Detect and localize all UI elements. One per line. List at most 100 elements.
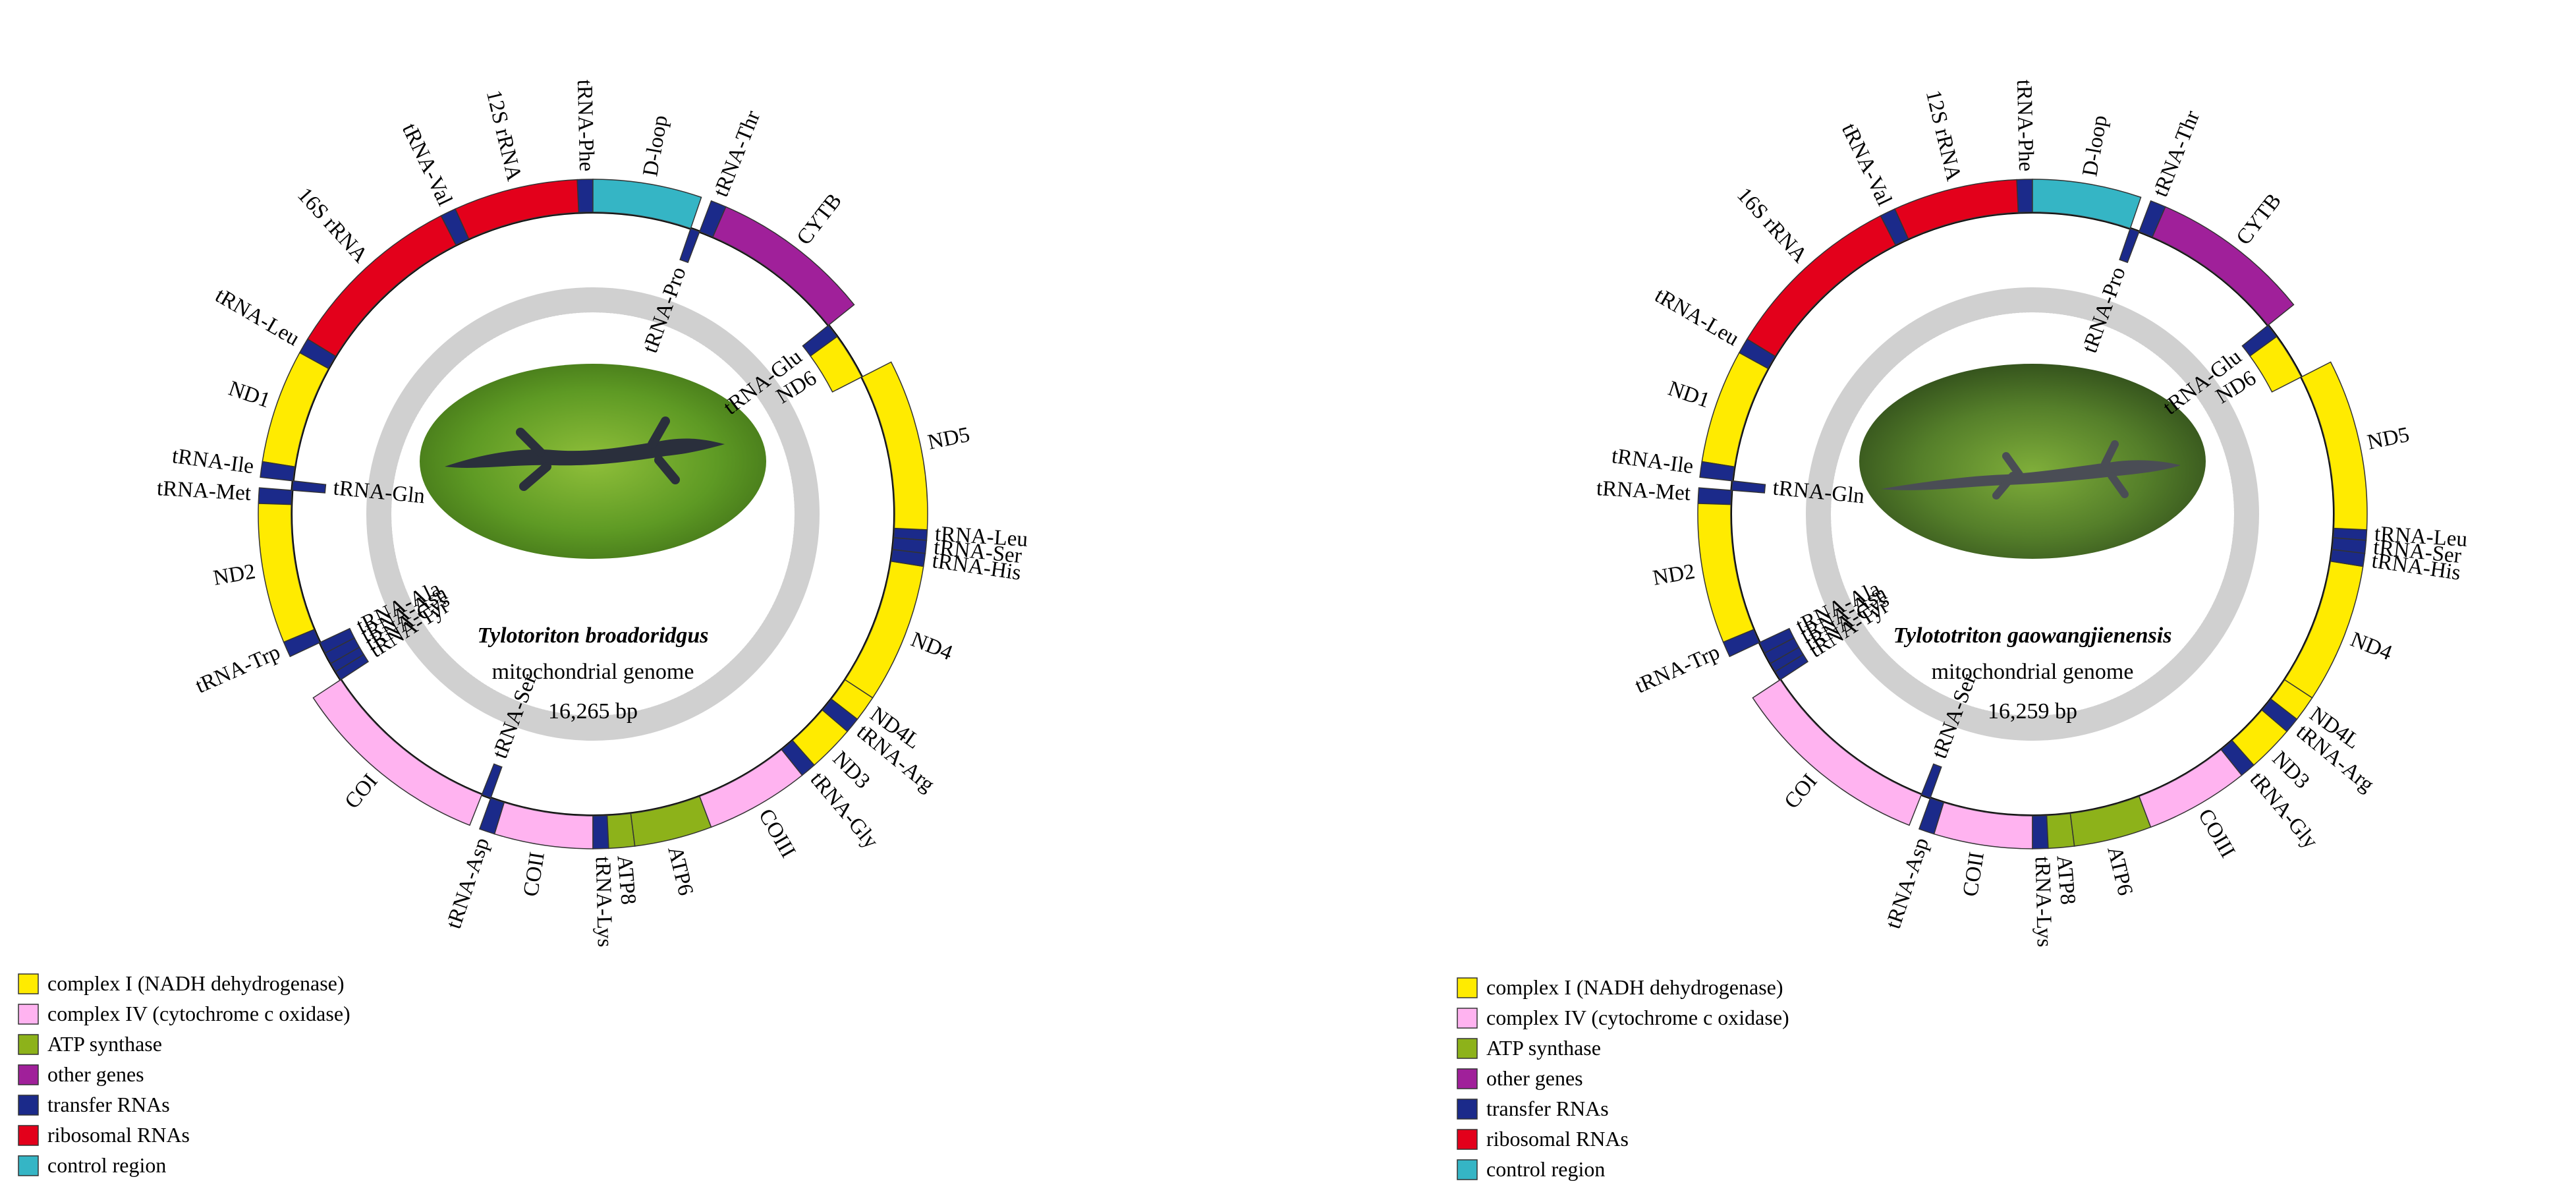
species-name: Tylotoriton broadoridgus xyxy=(477,623,708,648)
genome-size: 16,265 bp xyxy=(548,699,638,724)
gene-label-nd2: ND2 xyxy=(211,559,257,590)
gene-coii xyxy=(495,803,593,849)
gene-label-nd2: ND2 xyxy=(1651,559,1696,590)
legend-right: complex I (NADH dehydrogenase) complex IV… xyxy=(1457,975,1789,1181)
gene-label-16s-rrna: 16S rRNA xyxy=(293,183,372,268)
gene-label-trna-val: tRNA-Val xyxy=(397,120,457,210)
gene-nd4 xyxy=(845,561,924,698)
gene-label-atp8: ATP8 xyxy=(612,854,640,905)
gene-label-trna-leu: tRNA-Leu xyxy=(211,283,303,351)
genome-map-gaowangjienensis: Tylototriton gaowangjienensis mitochondr… xyxy=(1596,79,2468,947)
gene-trna-phe xyxy=(2017,179,2032,213)
gene-nd4 xyxy=(2285,561,2363,698)
gene-coiii xyxy=(700,749,802,827)
legend-swatch-control xyxy=(1457,1160,1477,1180)
gene-trna-gln xyxy=(1731,481,1765,493)
legend-label: complex IV (cytochrome c oxidase) xyxy=(1486,1006,1789,1029)
gene-label-coii: COII xyxy=(1959,850,1989,898)
gene-label-coiii: COIII xyxy=(2193,805,2239,862)
gene-label-d-loop: D-loop xyxy=(638,113,673,178)
gene-label-nd5: ND5 xyxy=(2365,423,2411,455)
gene-coiii xyxy=(2139,749,2242,827)
legend-swatch-atp xyxy=(18,1035,38,1054)
gene-cytb xyxy=(713,207,854,326)
gene-label-trna-gln: tRNA-Gln xyxy=(1772,476,1865,508)
gene-label-trna-asp: tRNA-Asp xyxy=(1882,835,1934,932)
gene-12s-rrna xyxy=(455,180,578,239)
gene-label-atp6: ATP6 xyxy=(2102,844,2137,898)
gene-label-trna-gln: tRNA-Gln xyxy=(332,476,426,508)
gene-label-nd1: ND1 xyxy=(225,376,273,413)
gene-label-cytb: CYTB xyxy=(2232,189,2286,250)
legend-swatch-complex-iv xyxy=(18,1004,38,1024)
gene-trna-lys xyxy=(593,815,609,849)
gene-label-nd1: ND1 xyxy=(1665,376,1712,413)
gene-atp6 xyxy=(2070,796,2150,846)
gene-nd2 xyxy=(258,503,314,642)
species-name: Tylototriton gaowangjienensis xyxy=(1893,623,2172,648)
gene-label-trna-met: tRNA-Met xyxy=(156,476,252,505)
gene-label-atp8: ATP8 xyxy=(2052,854,2079,905)
legend-label: transfer RNAs xyxy=(47,1093,170,1116)
legend-label: complex I (NADH dehydrogenase) xyxy=(1486,975,1783,999)
gene-label-nd5: ND5 xyxy=(926,423,972,455)
legend-swatch-rrna xyxy=(1457,1130,1477,1149)
gene-label-trna-thr: tRNA-Thr xyxy=(2148,107,2204,200)
legend-swatch-other xyxy=(18,1065,38,1085)
legend-label: transfer RNAs xyxy=(1486,1097,1609,1120)
gene-label-trna-trp: tRNA-Trp xyxy=(192,641,283,699)
gene-coi xyxy=(1752,679,1921,825)
gene-atp8 xyxy=(2047,813,2075,848)
legend-swatch-rrna xyxy=(18,1126,38,1145)
gene-label-trna-leu: tRNA-Leu xyxy=(1650,283,1743,351)
gene-trna-gln xyxy=(292,481,325,493)
gene-label-nd4: ND4 xyxy=(908,627,956,665)
genome-map-broadoridgus: Tylotoriton broadoridgus mitochondrial g… xyxy=(156,79,1028,947)
gene-label-coi: COI xyxy=(341,770,383,814)
legend-left: complex I (NADH dehydrogenase)complex IV… xyxy=(18,971,350,1177)
gene-label-trna-phe: tRNA-Phe xyxy=(2012,79,2038,171)
gene-cytb xyxy=(2152,207,2294,326)
gene-nd1 xyxy=(262,353,328,467)
gene-label-atp6: ATP6 xyxy=(663,844,698,898)
gene-label-12s-rrna: 12S rRNA xyxy=(1921,88,1966,183)
gene-trna-ser xyxy=(1921,764,1941,798)
legend-label: complex I (NADH dehydrogenase) xyxy=(47,971,345,995)
gene-label-cytb: CYTB xyxy=(793,189,847,250)
gene-trna-ser xyxy=(482,764,501,798)
gene-coi xyxy=(313,679,482,825)
genome-size: 16,259 bp xyxy=(1988,699,2077,724)
gene-label-d-loop: D-loop xyxy=(2078,113,2112,178)
gene-label-coiii: COIII xyxy=(754,805,800,862)
gene-trna-met xyxy=(1698,488,1731,504)
legend-label: ATP synthase xyxy=(1486,1036,1601,1060)
legend-swatch-control xyxy=(18,1156,38,1176)
gene-label-nd4: ND4 xyxy=(2347,627,2395,665)
legend-swatch-other xyxy=(1457,1069,1477,1089)
legend-swatch-complex-i xyxy=(18,974,38,994)
legend-swatch-trna xyxy=(1457,1099,1477,1119)
gene-coii xyxy=(1934,803,2032,849)
legend-label: ATP synthase xyxy=(47,1032,162,1056)
gene-d-loop xyxy=(2032,179,2141,229)
gene-trna-phe xyxy=(577,179,593,213)
gene-label-16s-rrna: 16S rRNA xyxy=(1732,183,1812,268)
legend-swatch-trna xyxy=(18,1095,38,1115)
gene-label-trna-phe: tRNA-Phe xyxy=(573,79,598,171)
gene-nd2 xyxy=(1698,503,1754,642)
gene-label-trna-asp: tRNA-Asp xyxy=(442,835,494,932)
legend-label: ribosomal RNAs xyxy=(47,1123,190,1147)
gene-label-trna-gly: tRNA-Gly xyxy=(2245,768,2323,853)
gene-label-trna-ile: tRNA-Ile xyxy=(1610,444,1694,478)
gene-label-trna-lys: tRNA-Lys xyxy=(591,856,617,947)
gene-trna-lys xyxy=(2032,815,2048,849)
gene-label-trna-met: tRNA-Met xyxy=(1596,476,1691,505)
gene-label-coi: COI xyxy=(1780,770,1822,814)
gene-label-trna-thr: tRNA-Thr xyxy=(709,107,765,200)
gene-label-trna-ile: tRNA-Ile xyxy=(171,444,255,478)
gene-atp6 xyxy=(630,796,711,846)
gene-nd5 xyxy=(2301,362,2367,530)
gene-nd5 xyxy=(862,362,928,530)
